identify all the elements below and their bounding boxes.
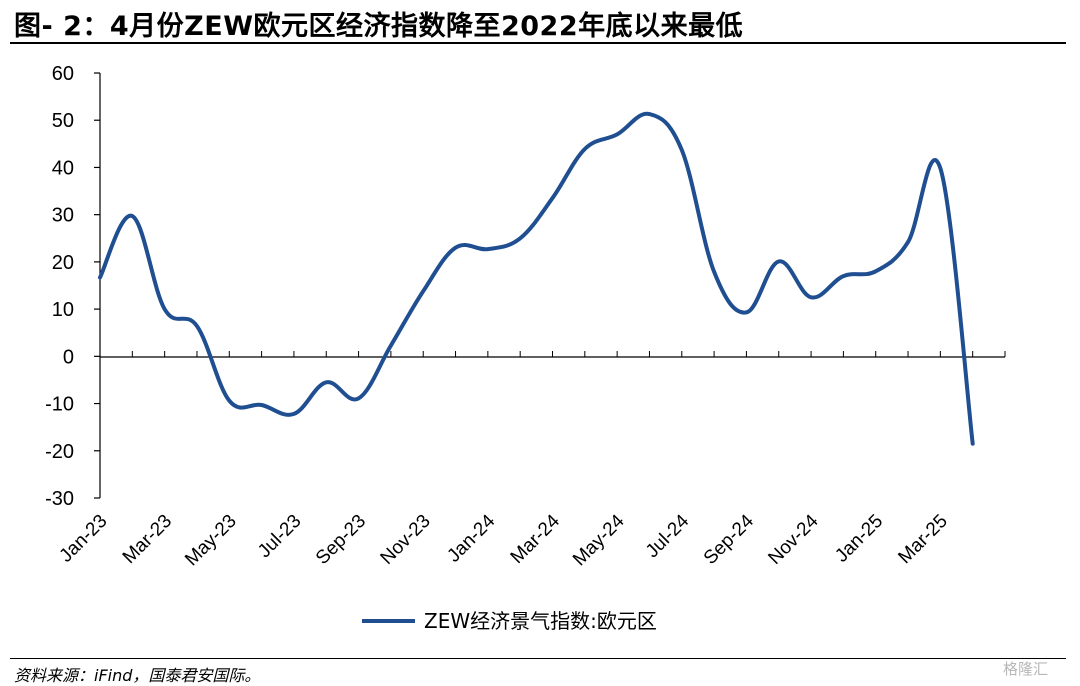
x-tick-label: Jan-23 — [56, 511, 112, 567]
source-rule — [10, 658, 1066, 659]
x-tick-label: Jan-24 — [443, 510, 499, 566]
watermark-logo: 格隆汇 — [1003, 660, 1049, 678]
y-tick-label: 20 — [52, 252, 74, 274]
x-tick-label: Mar-24 — [507, 510, 565, 568]
x-tick-label: Sep-24 — [700, 510, 758, 568]
series-line-zew — [98, 111, 975, 446]
y-tick-label: 60 — [52, 63, 74, 85]
x-tick-label: May-23 — [181, 511, 241, 571]
y-tick-label: 0 — [63, 346, 74, 368]
legend-label: ZEW经济景气指数:欧元区 — [424, 609, 657, 633]
y-tick-label: 40 — [52, 157, 74, 179]
x-tick-label: Jan-25 — [831, 511, 887, 567]
y-tick-label: -30 — [45, 488, 74, 510]
y-tick-label: -10 — [45, 394, 74, 416]
x-tick-label: Jul-24 — [642, 510, 694, 562]
x-tick-label: Jul-23 — [254, 511, 305, 562]
title-rule — [10, 42, 1066, 44]
x-tick-label: Mar-23 — [119, 511, 176, 568]
chart-title: 图- 2：4月份ZEW欧元区经济指数降至2022年底以来最低 — [14, 11, 744, 42]
x-tick-label: Nov-23 — [377, 511, 435, 569]
y-tick-label: 10 — [52, 299, 74, 321]
x-tick-label: May-24 — [569, 510, 629, 570]
y-tick-label: -20 — [45, 441, 74, 463]
x-tick-label: Nov-24 — [764, 510, 822, 568]
x-tick-label: Mar-25 — [894, 511, 951, 568]
y-tick-label: 50 — [52, 110, 74, 132]
x-tick-label: Sep-23 — [312, 511, 370, 569]
source-note: 资料来源：iFind，国泰君安国际。 — [14, 666, 261, 685]
y-tick-label: 30 — [52, 205, 74, 227]
